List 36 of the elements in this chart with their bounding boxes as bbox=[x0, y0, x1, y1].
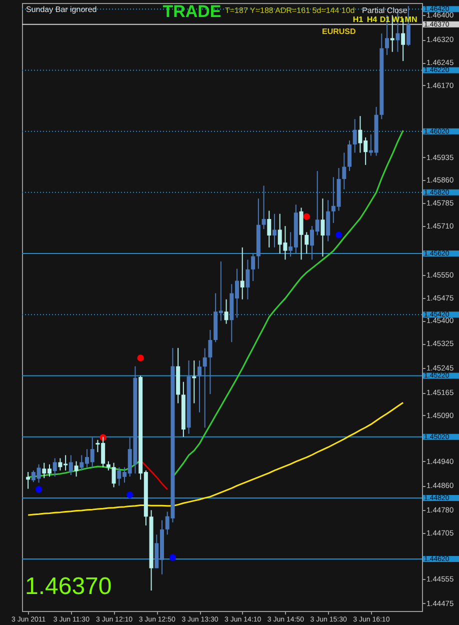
candlestick bbox=[68, 454, 73, 476]
annotation: EURUSD bbox=[322, 27, 356, 36]
candlestick bbox=[246, 259, 250, 300]
candlestick bbox=[320, 198, 325, 258]
annotation: Sunday Bar ignored bbox=[26, 5, 97, 14]
candlestick bbox=[26, 471, 30, 490]
line-series bbox=[140, 460, 168, 490]
point bbox=[169, 554, 176, 561]
candlestick bbox=[52, 458, 57, 478]
line-series bbox=[172, 130, 404, 478]
annotation: T=187 Y=188 ADR=161 5d=144 10d bbox=[225, 6, 355, 15]
annotation: H4 bbox=[366, 15, 378, 24]
candlestick bbox=[208, 329, 212, 395]
point bbox=[335, 232, 342, 238]
annotation: 1.46370 bbox=[25, 573, 112, 600]
candlestick bbox=[352, 118, 357, 154]
candlestick bbox=[348, 140, 352, 172]
candlestick bbox=[240, 246, 244, 300]
candlestick bbox=[198, 360, 202, 413]
annotation: H1 bbox=[352, 15, 364, 24]
candlestick bbox=[74, 460, 78, 478]
candlestick bbox=[202, 348, 207, 428]
point bbox=[303, 213, 310, 220]
point bbox=[126, 492, 134, 498]
candlestick bbox=[251, 253, 256, 282]
point bbox=[137, 354, 144, 362]
point bbox=[35, 486, 42, 493]
candlestick bbox=[304, 232, 309, 254]
line-series bbox=[27, 402, 404, 516]
annotation: TRADE bbox=[162, 2, 222, 21]
candlestick bbox=[262, 185, 266, 230]
candlestick bbox=[224, 298, 228, 324]
candlestick bbox=[342, 152, 346, 190]
candlestick bbox=[299, 207, 304, 260]
candlestick bbox=[272, 213, 276, 248]
candlestick bbox=[267, 210, 272, 248]
